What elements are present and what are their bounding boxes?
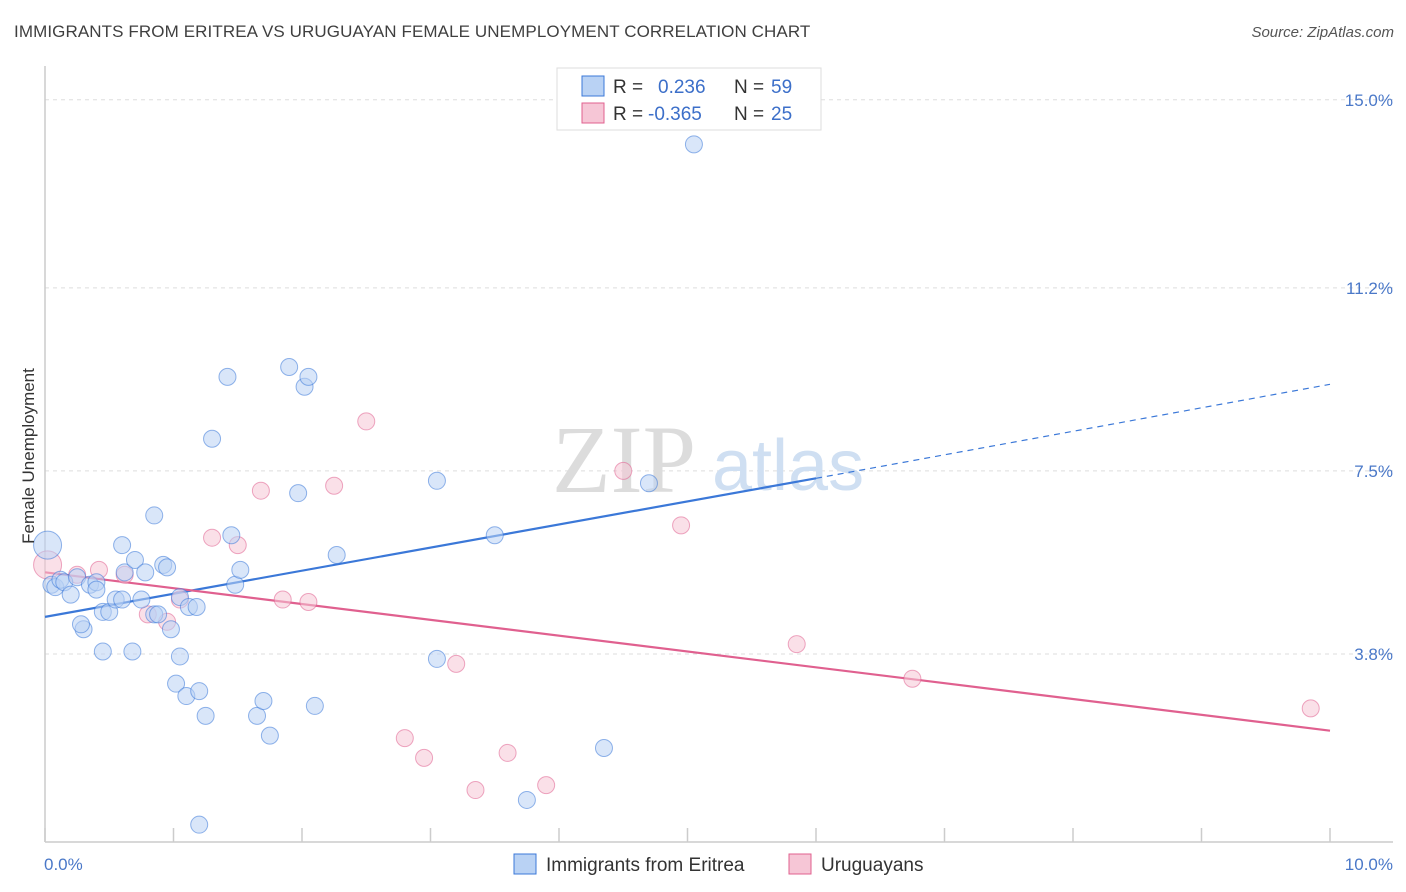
bottom-legend-swatch-eritrea [513, 853, 537, 875]
point-eritrea-24 [149, 605, 168, 624]
point-eritrea-47 [289, 484, 308, 503]
source-label: Source: ZipAtlas.com [1251, 24, 1394, 41]
point-eritrea-7 [71, 615, 90, 634]
bottom-legend: Immigrants from Eritrea Uruguayans [513, 853, 923, 876]
data-points [33, 135, 1320, 834]
y-tick-label-1: 7.5% [1354, 462, 1393, 481]
point-eritrea-51 [427, 649, 446, 668]
point-eritrea-29 [170, 647, 189, 666]
point-eritrea-16 [113, 536, 132, 555]
point-eritrea-28 [167, 674, 186, 693]
point-eritrea-35 [196, 706, 215, 725]
legend-n-value-2: 25 [771, 104, 792, 125]
y-tick-label-3: 15.0% [1345, 91, 1393, 110]
bottom-legend-label-eritrea: Immigrants from Eritrea [546, 855, 745, 876]
point-eritrea-53 [517, 790, 536, 809]
point-eritrea-37 [218, 367, 237, 386]
legend-r-value-1: 0.236 [658, 77, 706, 98]
point-eritrea-4 [61, 585, 80, 604]
watermark-zip: ZIP [552, 406, 696, 513]
point-uruguayans-13 [357, 412, 376, 431]
point-uruguayans-21 [672, 516, 691, 535]
chart-title: IMMIGRANTS FROM ERITREA VS URUGUAYAN FEM… [14, 22, 811, 41]
point-eritrea-56 [684, 135, 703, 154]
point-eritrea-49 [327, 546, 346, 565]
legend-n-value-1: 59 [771, 77, 792, 98]
y-tick-label-0: 3.8% [1354, 645, 1393, 664]
point-uruguayans-12 [325, 476, 344, 495]
point-eritrea-18 [123, 642, 142, 661]
y-tick-label-2: 11.2% [1346, 279, 1393, 298]
point-uruguayans-7 [203, 528, 222, 547]
point-eritrea-55 [639, 474, 658, 493]
point-eritrea-23 [145, 506, 164, 525]
point-eritrea-38 [222, 526, 241, 545]
point-eritrea-21 [136, 563, 155, 582]
point-uruguayans-22 [787, 635, 806, 654]
trend-line-eritrea [44, 477, 817, 618]
x-tick-label-max: 10.0% [1345, 855, 1393, 874]
point-eritrea-20 [132, 590, 151, 609]
point-eritrea-50 [427, 471, 446, 490]
bottom-legend-label-uruguayans: Uruguayans [821, 855, 923, 876]
point-eritrea-40 [231, 560, 250, 579]
point-eritrea-54 [594, 738, 613, 757]
point-uruguayans-24 [1301, 699, 1320, 718]
point-eritrea-46 [299, 367, 318, 386]
point-eritrea-33 [187, 597, 206, 616]
y-tick-labels: 3.8% 7.5% 11.2% 15.0% [1345, 91, 1393, 664]
legend-swatch-blue [581, 75, 605, 97]
bottom-legend-swatch-uruguayans [788, 853, 812, 875]
legend-n-label-2: N = [734, 104, 764, 125]
point-eritrea-36 [203, 429, 222, 448]
point-uruguayans-15 [415, 748, 434, 767]
legend-r-value-2: -0.365 [648, 104, 702, 125]
legend-r-label-2: R = [613, 104, 643, 125]
point-eritrea-43 [260, 726, 279, 745]
point-eritrea-13 [93, 642, 112, 661]
point-eritrea-52 [485, 526, 504, 545]
x-axis-ticks [44, 828, 1331, 842]
point-eritrea-17 [115, 563, 134, 582]
top-legend: R = 0.236 N = 59 R = -0.365 N = 25 [556, 67, 822, 131]
point-eritrea-48 [305, 696, 324, 715]
point-uruguayans-23 [903, 669, 922, 688]
point-uruguayans-14 [395, 729, 414, 748]
point-uruguayans-18 [498, 743, 517, 762]
trend-line-uruguayans [44, 571, 1331, 732]
point-eritrea-19 [125, 550, 144, 569]
point-eritrea-57 [33, 530, 63, 560]
y-axis-label: Female Unemployment [19, 368, 38, 544]
point-uruguayans-11 [299, 593, 318, 612]
legend-r-label-1: R = [613, 77, 643, 98]
trend-line-eritrea-extension [815, 383, 1331, 479]
point-uruguayans-16 [447, 654, 466, 673]
axes [44, 66, 1393, 843]
point-uruguayans-17 [466, 781, 485, 800]
legend-n-label-1: N = [734, 77, 764, 98]
point-eritrea-10 [87, 580, 106, 599]
point-uruguayans-19 [537, 776, 556, 795]
point-uruguayans-20 [614, 461, 633, 480]
point-uruguayans-9 [251, 481, 270, 500]
gridlines [45, 99, 1393, 655]
point-eritrea-58 [190, 815, 209, 834]
legend-swatch-pink [581, 102, 605, 124]
x-tick-label-min: 0.0% [44, 855, 83, 874]
point-eritrea-15 [113, 590, 132, 609]
point-eritrea-34 [190, 682, 209, 701]
point-eritrea-26 [158, 558, 177, 577]
point-eritrea-27 [161, 620, 180, 639]
point-eritrea-41 [248, 706, 267, 725]
point-uruguayans-10 [273, 590, 292, 609]
point-eritrea-44 [280, 357, 299, 376]
point-eritrea-42 [254, 691, 273, 710]
